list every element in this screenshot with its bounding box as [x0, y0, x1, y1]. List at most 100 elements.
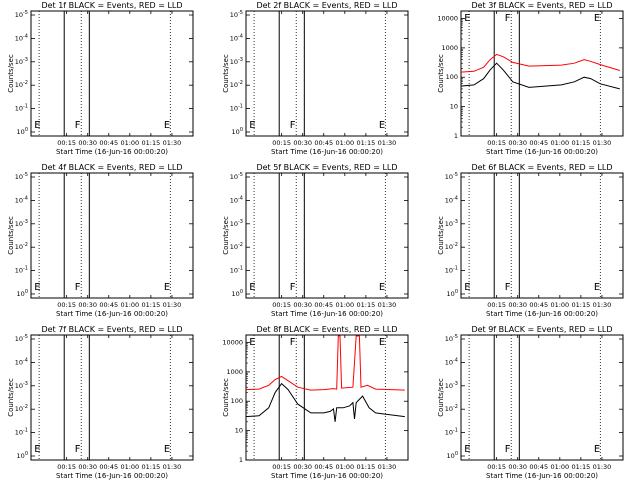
y-tick-label: 10-4	[230, 195, 243, 204]
interval-marker-e: E	[164, 120, 170, 131]
y-tick-label: 10-3	[15, 219, 28, 228]
panel-title: Det 9f BLACK = Events, RED = LLD	[471, 325, 612, 334]
x-axis-label: Start Time (16-Jun-16 00:00:20)	[56, 472, 168, 480]
y-tick-label: 100	[232, 127, 243, 136]
interval-marker-e: E	[464, 444, 470, 455]
x-tick-label: 01:00	[550, 463, 569, 471]
x-tick-label: 01:15	[357, 301, 376, 309]
y-tick-label: 10-4	[445, 195, 458, 204]
x-tick-label: 00:30	[78, 301, 97, 309]
interval-marker-f: F	[505, 444, 511, 455]
y-tick-label: 10	[235, 427, 243, 435]
x-tick-label: 00:45	[529, 139, 548, 147]
x-tick-label: 01:15	[572, 301, 591, 309]
panel-title: Det 5f BLACK = Events, RED = LLD	[256, 163, 397, 172]
panel-title: Det 4f BLACK = Events, RED = LLD	[41, 163, 182, 172]
x-axis-label: Start Time (16-Jun-16 00:00:20)	[56, 148, 168, 156]
x-axis-label: Start Time (16-Jun-16 00:00:20)	[271, 148, 383, 156]
x-tick-label: 01:30	[593, 139, 612, 147]
y-tick-label: 10-1	[230, 266, 243, 275]
x-tick-label: 00:45	[314, 301, 333, 309]
interval-marker-e: E	[379, 120, 385, 131]
x-tick-label: 01:00	[120, 139, 139, 147]
interval-marker-f: F	[505, 282, 511, 293]
x-tick-label: 00:30	[508, 463, 527, 471]
y-tick-label: 1000	[226, 368, 243, 376]
y-axis-label: Counts/sec	[437, 216, 445, 255]
y-tick-label: 10-1	[230, 104, 243, 113]
x-tick-label: 01:30	[163, 301, 182, 309]
y-tick-label: 1	[454, 132, 458, 140]
interval-marker-e: E	[34, 282, 40, 293]
x-tick-label: 01:30	[593, 463, 612, 471]
x-tick-label: 01:00	[550, 139, 569, 147]
x-tick-label: 00:45	[529, 463, 548, 471]
x-tick-label: 01:00	[120, 301, 139, 309]
y-tick-label: 100	[17, 127, 28, 136]
panel-title: Det 1f BLACK = Events, RED = LLD	[41, 1, 182, 10]
plot-frame	[30, 172, 194, 299]
x-axis-label: Start Time (16-Jun-16 00:00:20)	[486, 310, 598, 318]
x-tick-label: 01:00	[120, 463, 139, 471]
y-axis-label: Counts/sec	[222, 216, 230, 255]
y-tick-label: 100	[447, 289, 458, 298]
y-tick-label: 10-2	[445, 404, 458, 413]
x-tick-label: 00:30	[78, 463, 97, 471]
y-tick-label: 10-2	[230, 242, 243, 251]
x-tick-label: 00:45	[529, 301, 548, 309]
interval-marker-e: E	[249, 120, 255, 131]
y-tick-label: 10-5	[230, 10, 243, 19]
panel-title: Det 7f BLACK = Events, RED = LLD	[41, 325, 182, 334]
y-tick-label: 10-5	[15, 10, 28, 19]
x-tick-label: 01:30	[378, 463, 397, 471]
x-tick-label: 00:45	[99, 301, 118, 309]
plot-frame	[460, 172, 624, 299]
y-tick-label: 10-4	[15, 195, 28, 204]
y-tick-label: 10-1	[15, 266, 28, 275]
y-axis-label: Counts/sec	[7, 216, 15, 255]
interval-marker-e: E	[379, 282, 385, 293]
y-tick-label: 10-4	[445, 357, 458, 366]
y-tick-label: 10-3	[445, 381, 458, 390]
y-tick-label: 1000	[441, 44, 458, 52]
panel-title: Det 2f BLACK = Events, RED = LLD	[256, 1, 397, 10]
x-tick-label: 00:15	[272, 139, 291, 147]
y-tick-label: 10-4	[15, 357, 28, 366]
x-tick-label: 01:15	[357, 139, 376, 147]
y-tick-label: 10-2	[15, 242, 28, 251]
y-tick-label: 10-2	[15, 404, 28, 413]
y-tick-label: 100	[231, 397, 243, 405]
y-tick-label: 100	[17, 289, 28, 298]
x-tick-label: 00:15	[487, 463, 506, 471]
x-tick-label: 01:15	[142, 301, 161, 309]
x-tick-label: 00:30	[508, 301, 527, 309]
x-tick-label: 01:15	[572, 139, 591, 147]
y-tick-label: 10-5	[230, 172, 243, 181]
x-axis-label: Start Time (16-Jun-16 00:00:20)	[271, 310, 383, 318]
y-tick-label: 10-1	[445, 428, 458, 437]
y-tick-label: 10-1	[15, 104, 28, 113]
panel-title: Det 6f BLACK = Events, RED = LLD	[471, 163, 612, 172]
x-tick-label: 00:15	[57, 463, 76, 471]
x-tick-label: 00:30	[508, 139, 527, 147]
y-tick-label: 100	[446, 73, 458, 81]
x-axis-label: Start Time (16-Jun-16 00:00:20)	[486, 472, 598, 480]
plot-frame	[460, 334, 624, 461]
interval-marker-f: F	[290, 282, 296, 293]
x-axis-label: Start Time (16-Jun-16 00:00:20)	[271, 472, 383, 480]
interval-marker-e: E	[34, 120, 40, 131]
interval-marker-f: F	[290, 120, 296, 131]
interval-marker-f: F	[290, 337, 296, 348]
y-tick-label: 10-4	[230, 33, 243, 42]
panel-title: Det 8f BLACK = Events, RED = LLD	[256, 325, 397, 334]
interval-marker-e: E	[594, 444, 600, 455]
y-tick-label: 10-3	[230, 219, 243, 228]
x-tick-label: 00:30	[293, 301, 312, 309]
interval-marker-e: E	[164, 444, 170, 455]
x-tick-label: 01:30	[593, 301, 612, 309]
